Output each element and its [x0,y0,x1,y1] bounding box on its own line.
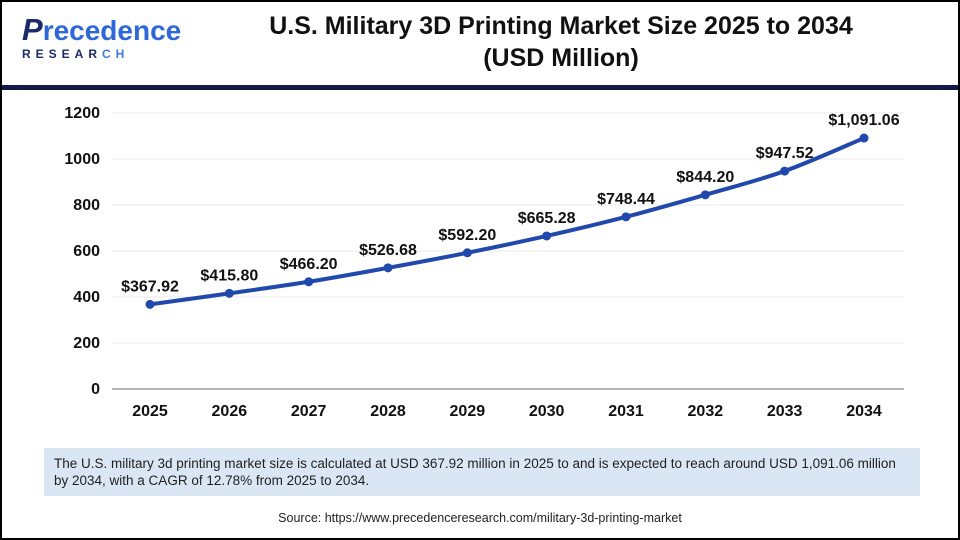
chart-title: U.S. Military 3D Printing Market Size 20… [172,10,950,74]
logo-wordmark: Precedence [22,12,182,47]
logo-subtitle: RESEARCH [22,47,130,61]
data-point-2033 [780,166,790,176]
data-point-2026 [224,288,234,298]
y-tick-label: 600 [73,243,100,260]
header-divider [2,85,958,90]
data-label-2029: $592.20 [438,227,496,244]
chart-title-line2: (USD Million) [483,44,639,72]
precedence-research-logo: Precedence RESEARCH [22,12,182,61]
data-point-2027 [304,277,314,287]
y-tick-label: 800 [73,197,100,214]
x-tick-label-2030: 2030 [529,403,565,420]
data-point-2030 [542,231,552,241]
x-tick-label-2034: 2034 [846,403,882,420]
x-tick-label-2029: 2029 [450,403,486,420]
data-label-2030: $665.28 [518,210,576,227]
data-point-2028 [383,263,393,273]
data-label-2034: $1,091.06 [828,112,899,129]
x-tick-label-2033: 2033 [767,403,803,420]
y-tick-label: 1200 [64,105,100,122]
data-point-2029 [462,248,472,258]
x-tick-label-2027: 2027 [291,403,327,420]
y-tick-label: 1000 [64,151,100,168]
data-label-2032: $844.20 [676,169,734,186]
data-point-2025 [145,299,155,309]
data-label-2028: $526.68 [359,242,417,259]
y-tick-label: 200 [73,335,100,352]
x-tick-label-2026: 2026 [212,403,248,420]
data-label-2031: $748.44 [597,191,655,208]
x-tick-label-2025: 2025 [132,403,168,420]
x-tick-label-2028: 2028 [370,403,406,420]
market-size-line-chart: 0 200 400 600 800 1000 1200 $367.92 2025 $415.80 2… [64,105,904,420]
y-tick-label: 400 [73,289,100,306]
data-label-2033: $947.52 [756,145,814,162]
data-label-2026: $415.80 [200,267,258,284]
data-label-2025: $367.92 [121,278,179,295]
source-text: Source: https://www.precedenceresearch.c… [278,511,682,525]
data-point-2034 [859,133,869,143]
data-label-2027: $466.20 [280,256,338,273]
logo-leaf-p-icon: P [22,12,43,47]
data-point-2032 [700,190,710,200]
x-tick-label-2031: 2031 [608,403,644,420]
data-point-2031 [621,212,631,222]
market-size-series-line [148,136,866,307]
x-tick-label-2032: 2032 [688,403,724,420]
y-tick-label: 0 [91,381,100,398]
chart-title-line1: U.S. Military 3D Printing Market Size 20… [269,12,853,40]
summary-note: The U.S. military 3d printing market siz… [44,448,920,496]
